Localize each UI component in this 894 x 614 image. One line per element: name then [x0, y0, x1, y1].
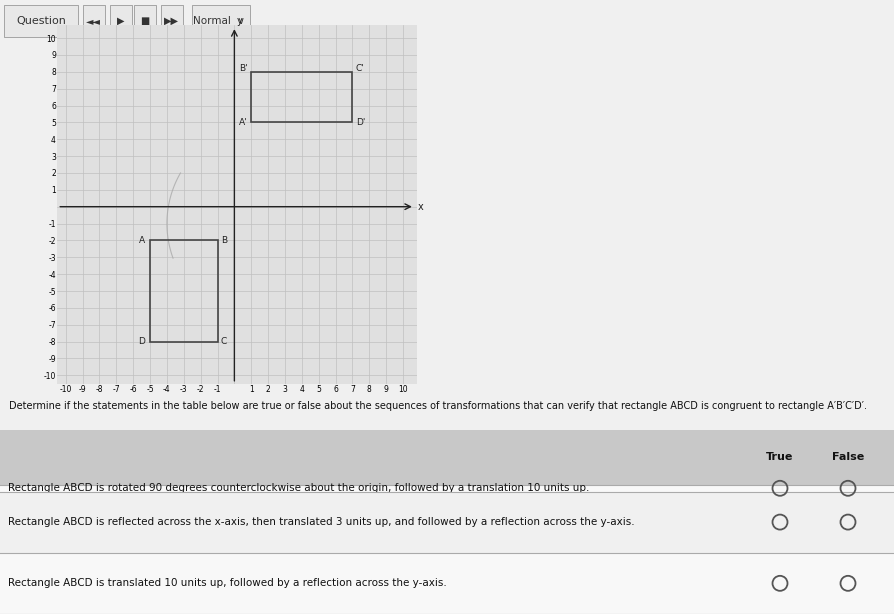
Text: Determine if the statements in the table below are true or false about the seque: Determine if the statements in the table…	[9, 401, 867, 411]
Text: False: False	[832, 453, 864, 462]
Text: D: D	[139, 337, 145, 346]
Text: ▶▶: ▶▶	[164, 16, 179, 26]
Text: C': C'	[356, 64, 365, 73]
Bar	[150, 241, 217, 341]
FancyBboxPatch shape	[110, 5, 132, 37]
Text: A: A	[139, 236, 145, 245]
Bar	[0, 553, 894, 614]
Text: ▶: ▶	[117, 16, 124, 26]
FancyBboxPatch shape	[192, 5, 250, 37]
Text: Rectangle ABCD is rotated 90 degrees counterclockwise about the origin, followed: Rectangle ABCD is rotated 90 degrees cou…	[8, 483, 589, 493]
FancyBboxPatch shape	[83, 5, 105, 37]
Text: B': B'	[240, 64, 248, 73]
Bar	[0, 491, 894, 553]
FancyBboxPatch shape	[134, 5, 156, 37]
FancyBboxPatch shape	[161, 5, 183, 37]
Bar	[0, 430, 894, 485]
Text: Rectangle ABCD is translated 10 units up, followed by a reflection across the y-: Rectangle ABCD is translated 10 units up…	[8, 578, 447, 588]
Text: Normal  ∨: Normal ∨	[193, 16, 245, 26]
Bar	[0, 485, 894, 491]
Text: C: C	[221, 337, 227, 346]
Text: A': A'	[240, 118, 248, 127]
Text: ◄◄: ◄◄	[87, 16, 101, 26]
Text: Rectangle ABCD is reflected across the x-axis, then translated 3 units up, and f: Rectangle ABCD is reflected across the x…	[8, 517, 635, 527]
Text: Question: Question	[16, 16, 66, 26]
Text: x: x	[418, 201, 424, 212]
Bar	[251, 72, 352, 122]
Text: True: True	[766, 453, 794, 462]
Text: ■: ■	[140, 16, 149, 26]
Text: D': D'	[356, 118, 365, 127]
Text: B: B	[221, 236, 227, 245]
FancyBboxPatch shape	[4, 5, 78, 37]
Text: y: y	[237, 16, 242, 26]
